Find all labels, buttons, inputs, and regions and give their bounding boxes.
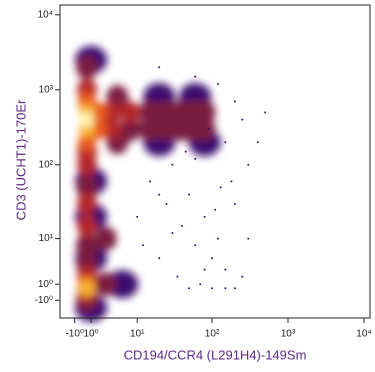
y-tick-label: 10³ (39, 84, 54, 95)
plot-frame (59, 4, 371, 319)
y-tick-label: 10¹ (39, 233, 54, 244)
event-dot (194, 244, 197, 247)
event-dot (171, 163, 174, 166)
event-dot (158, 193, 161, 196)
event-dot (165, 202, 168, 205)
event-dot (203, 215, 206, 218)
density-blob (101, 118, 122, 141)
density-blob (76, 153, 97, 176)
y-axis-title: CD3 (UCHT1)-170Er (13, 99, 28, 220)
event-dot (194, 75, 197, 78)
event-dot (199, 283, 202, 286)
event-dot (194, 157, 197, 160)
event-dot (207, 128, 210, 131)
event-dot (188, 193, 191, 196)
event-dot (203, 268, 206, 271)
density-blob (155, 117, 178, 142)
event-dot (176, 275, 179, 278)
x-tick-label: 10¹ (130, 329, 145, 340)
y-tick-label: 10² (39, 159, 54, 170)
density-blob (89, 102, 108, 123)
event-dot (224, 287, 227, 290)
density-blob (75, 233, 98, 258)
density-blob (79, 111, 94, 128)
event-dot (224, 268, 227, 271)
event-dot (136, 215, 139, 218)
x-tick-label: 10³ (281, 329, 296, 340)
x-axis-title: CD194/CCR4 (L291H4)-149Sm (124, 347, 307, 362)
event-dot (171, 232, 174, 235)
event-dot (233, 100, 236, 103)
density-blob (94, 272, 117, 297)
density-blob (101, 101, 122, 124)
event-dot (230, 180, 233, 183)
event-dot (211, 287, 214, 290)
event-dot (180, 225, 183, 228)
y-tick-label: 10⁴ (38, 9, 53, 20)
event-dot (219, 186, 222, 189)
density-blob (120, 101, 141, 124)
event-dot (241, 118, 244, 121)
density-layer (75, 45, 221, 322)
x-tick-label: 10² (205, 329, 220, 340)
event-dot (148, 180, 151, 183)
event-dot (241, 275, 244, 278)
event-dot (158, 257, 161, 260)
density-blob (76, 215, 97, 238)
event-dot (141, 244, 144, 247)
event-dot (217, 237, 220, 240)
density-blob (94, 226, 117, 251)
density-blob (138, 117, 161, 142)
density-blob (77, 132, 96, 153)
density-blob (76, 192, 97, 215)
event-layer (136, 66, 267, 290)
event-dot (233, 287, 236, 290)
density-blob (155, 100, 178, 125)
density-blob (138, 100, 161, 125)
event-dot (224, 141, 227, 144)
density-blob (75, 55, 98, 80)
event-dot (247, 237, 250, 240)
x-tick-label: 10⁴ (356, 329, 371, 340)
event-dot (211, 257, 214, 260)
event-dot (188, 287, 191, 290)
event-dot (217, 82, 220, 85)
density-blob (89, 119, 108, 140)
y-tick-label: 10⁰ (38, 279, 53, 290)
event-dot (233, 202, 236, 205)
event-dot (264, 111, 267, 114)
x-tick-label: -10⁰ (65, 329, 83, 340)
event-dot (247, 163, 250, 166)
event-dot (256, 141, 259, 144)
density-blob (75, 175, 98, 200)
event-dot (184, 150, 187, 153)
density-blob (78, 279, 95, 298)
density-blob (193, 117, 216, 142)
event-dot (214, 208, 217, 211)
event-dot (158, 66, 161, 69)
x-tick-label: 10⁰ (83, 329, 98, 340)
y-tick-label: -10⁰ (35, 295, 53, 306)
